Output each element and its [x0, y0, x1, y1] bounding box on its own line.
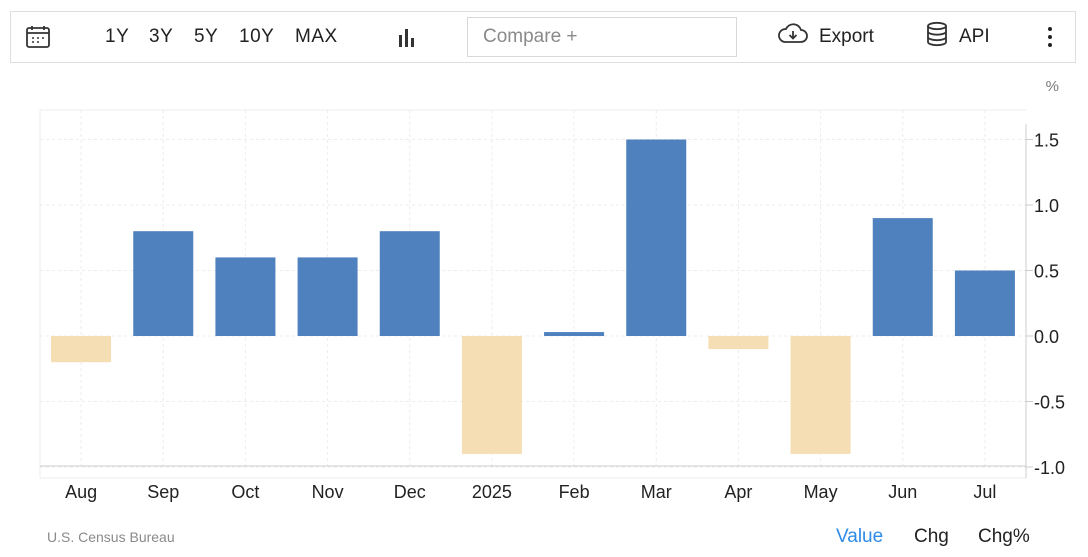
bar-jul[interactable] — [954, 270, 1015, 337]
x-tick-label: Jun — [888, 482, 917, 502]
bar-sep[interactable] — [133, 231, 194, 336]
x-tick-label: Jul — [973, 482, 996, 502]
tab-value[interactable]: Value — [836, 526, 884, 547]
y-tick-label: -1.0 — [1034, 458, 1065, 478]
bar-oct[interactable] — [215, 257, 276, 336]
bar-may[interactable] — [790, 336, 851, 454]
bar-mar[interactable] — [626, 139, 687, 337]
export-button[interactable]: Export — [777, 12, 874, 62]
range-max-button[interactable]: MAX — [295, 26, 338, 47]
range-1y-button[interactable]: 1Y — [105, 26, 130, 47]
x-tick-label: May — [804, 482, 838, 502]
x-tick-label: Sep — [147, 482, 179, 502]
bar-nov[interactable] — [297, 257, 358, 336]
bar-jun[interactable] — [872, 218, 933, 336]
range-5y-button[interactable]: 5Y — [194, 26, 219, 47]
tab-chg[interactable]: Chg — [914, 526, 949, 547]
bar-apr[interactable] — [708, 336, 769, 350]
cloud-download-icon — [777, 22, 809, 52]
bar-aug[interactable] — [51, 336, 112, 363]
chart-axes: 1.5 1.0 0.5 0.0 -0.5 -1.0 Aug Sep Oct Nov Dec 2025 F… — [40, 124, 1065, 502]
bar-dec[interactable] — [379, 231, 440, 336]
range-10y-button[interactable]: 10Y — [239, 26, 275, 47]
y-tick-label: 1.5 — [1034, 131, 1059, 151]
compare-input[interactable] — [481, 25, 725, 49]
bar-feb[interactable] — [544, 332, 605, 336]
api-button[interactable]: API — [925, 12, 990, 62]
x-tick-label: Apr — [724, 482, 752, 502]
export-label: Export — [819, 26, 874, 47]
y-tick-label: 1.0 — [1034, 196, 1059, 216]
compare-input-box[interactable] — [467, 17, 737, 57]
bar-2025[interactable] — [461, 336, 522, 454]
x-tick-label: Dec — [394, 482, 426, 502]
more-vertical-icon[interactable] — [1048, 12, 1052, 62]
chart-toolbar: 1Y 3Y 5Y 10Y MAX Export — [10, 11, 1076, 63]
x-tick-label: 2025 — [472, 482, 512, 502]
bar-chart-icon[interactable] — [397, 12, 417, 62]
source-label: U.S. Census Bureau — [47, 529, 175, 545]
api-label: API — [959, 26, 990, 47]
database-icon — [925, 21, 949, 53]
y-tick-label: -0.5 — [1034, 393, 1065, 413]
y-tick-label: 0.5 — [1034, 262, 1059, 282]
calendar-icon[interactable] — [25, 12, 51, 62]
x-tick-label: Feb — [559, 482, 590, 502]
range-3y-button[interactable]: 3Y — [149, 26, 174, 47]
x-tick-label: Oct — [231, 482, 259, 502]
tab-chg-percent[interactable]: Chg% — [978, 526, 1030, 547]
chart-grid — [39, 109, 1026, 478]
x-tick-label: Nov — [312, 482, 344, 502]
y-tick-label: 0.0 — [1034, 327, 1059, 347]
x-tick-label: Aug — [65, 482, 97, 502]
chart-bars — [51, 139, 1015, 454]
y-axis-unit-label: % — [1046, 78, 1059, 95]
x-tick-label: Mar — [641, 482, 672, 502]
